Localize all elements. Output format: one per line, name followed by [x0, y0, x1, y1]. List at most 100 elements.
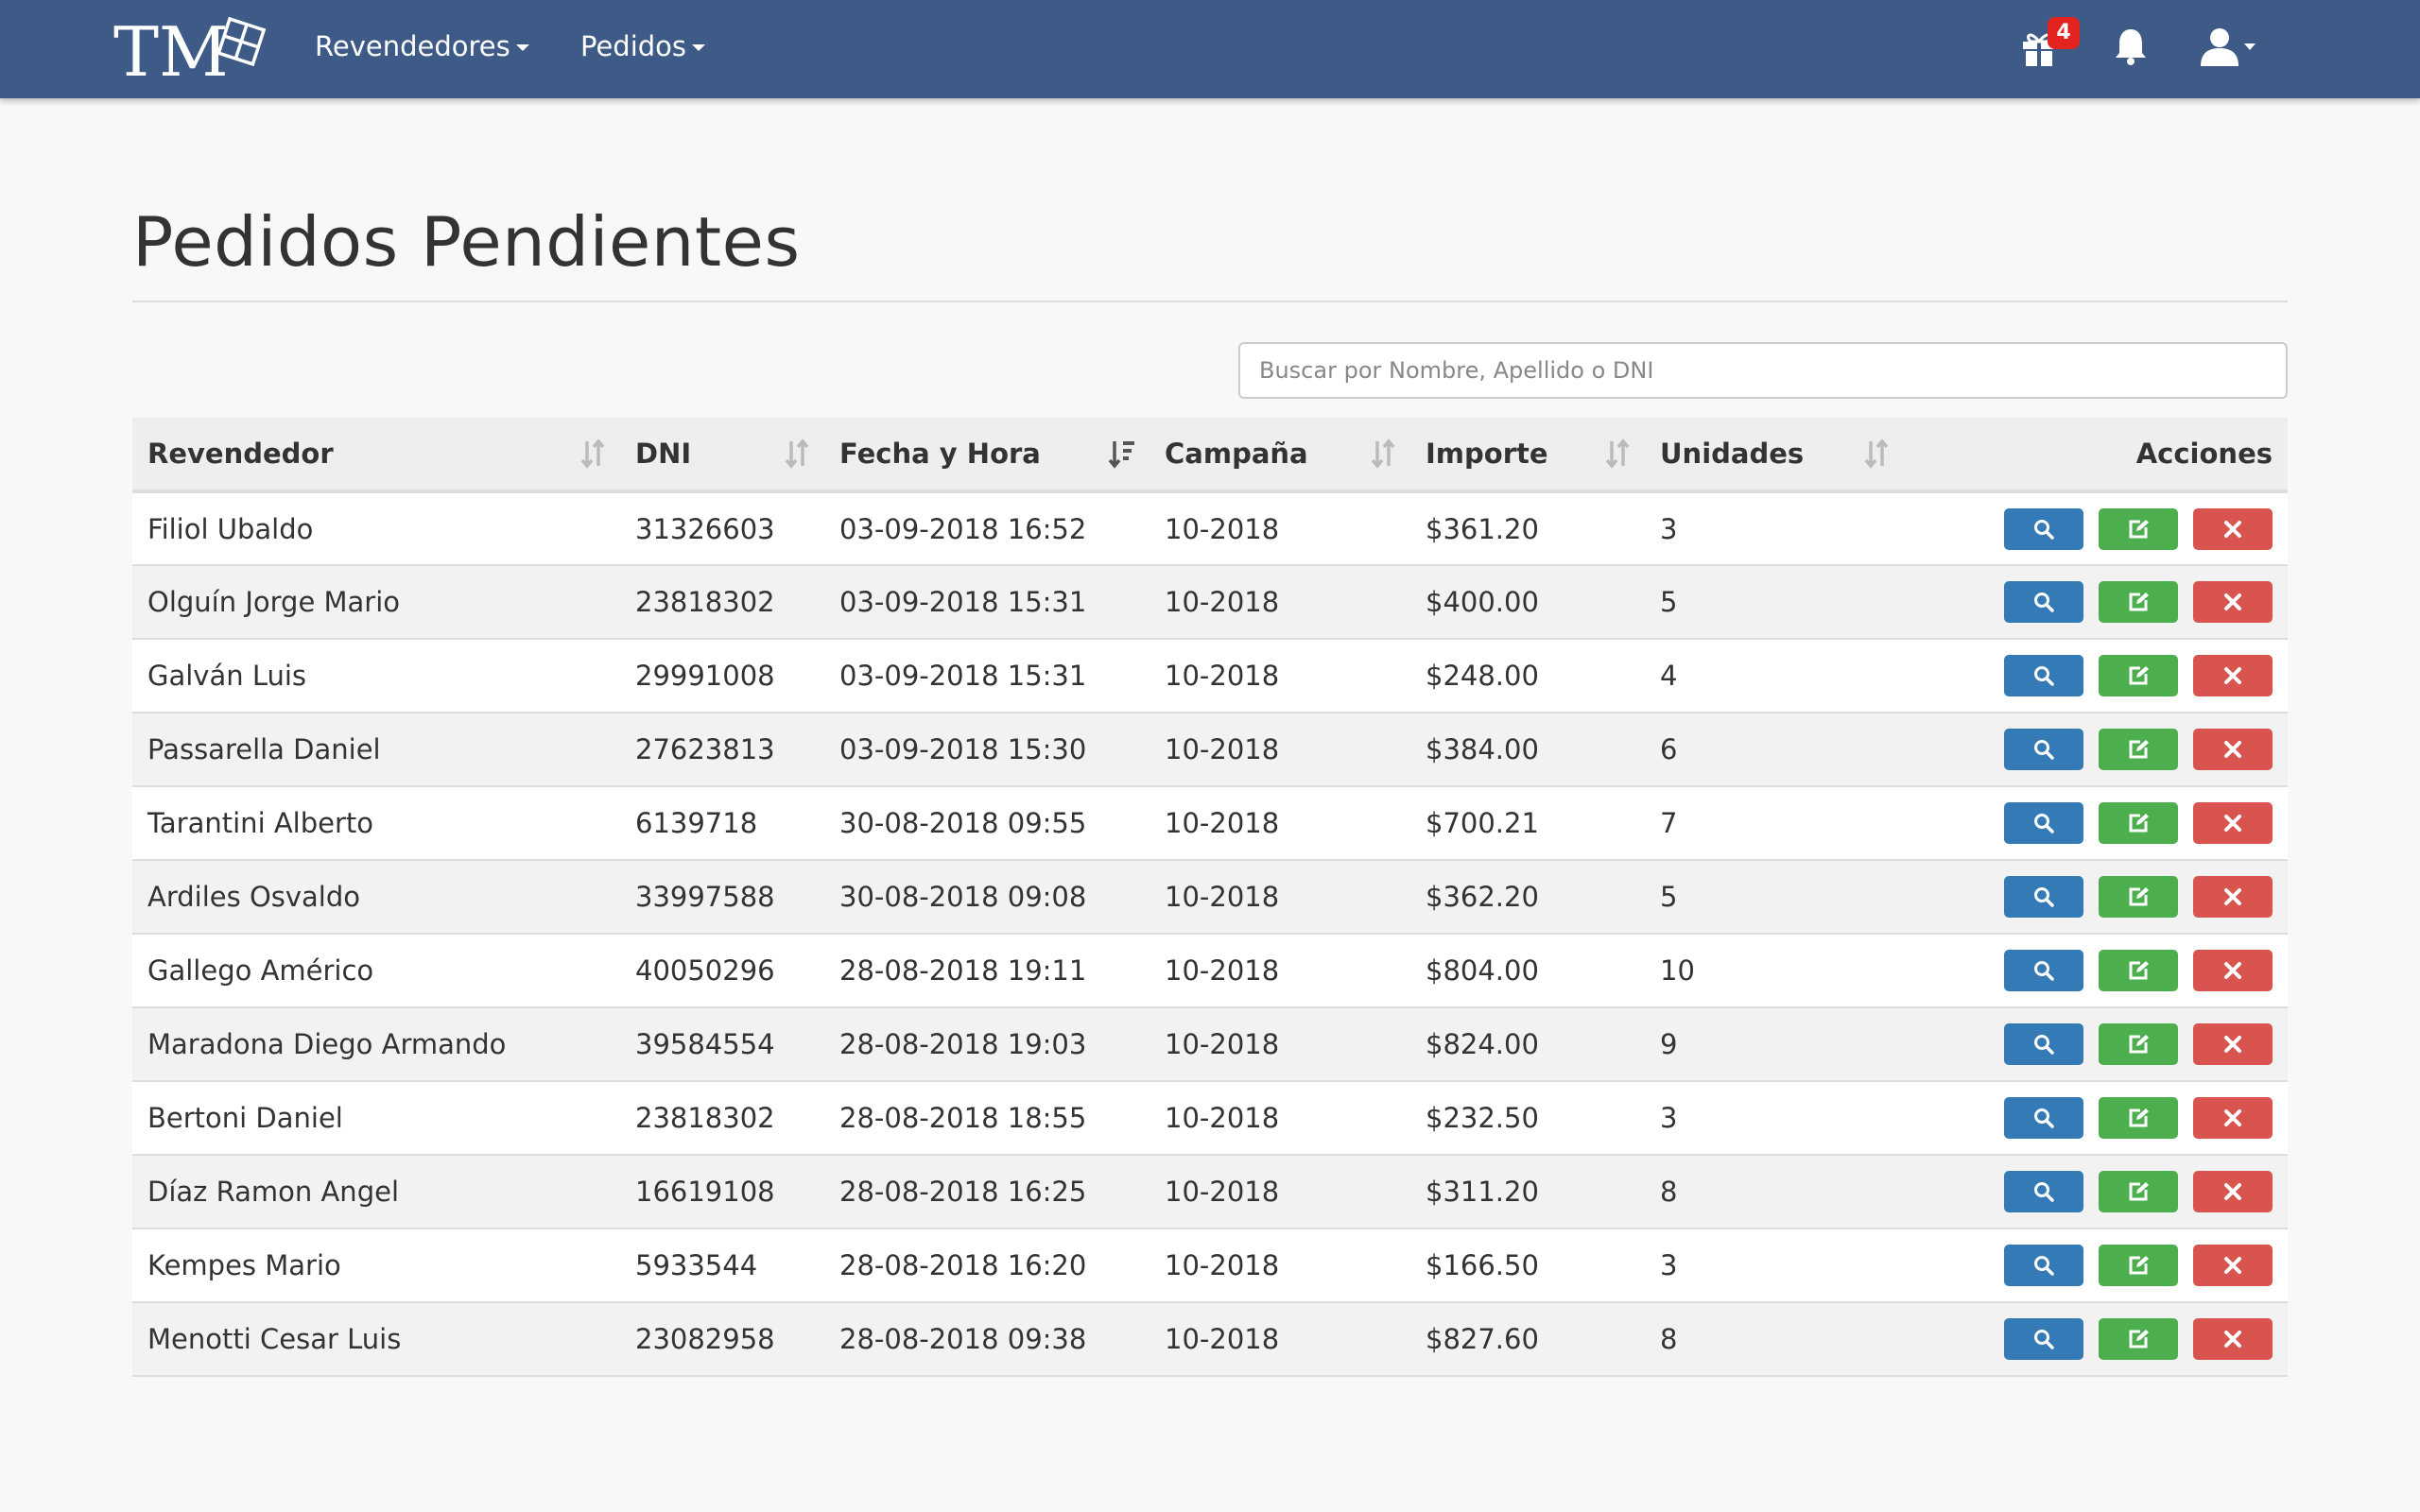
sort-icon[interactable] [1603, 438, 1632, 470]
view-order-button[interactable] [2004, 655, 2083, 696]
delete-order-button[interactable] [2193, 950, 2273, 991]
delete-order-button[interactable] [2193, 655, 2273, 696]
delete-order-button[interactable] [2193, 581, 2273, 623]
delete-order-button[interactable] [2193, 1318, 2273, 1360]
table-row: Filiol Ubaldo 31326603 03-09-2018 16:52 10-… [132, 491, 2288, 566]
cell-revendedor: Díaz Ramon Angel [132, 1155, 620, 1229]
edit-icon [2129, 887, 2149, 906]
edit-order-button[interactable] [2099, 876, 2178, 918]
view-order-button[interactable] [2004, 729, 2083, 770]
nav-menu-revendedores[interactable]: Revendedores [315, 30, 529, 62]
cell-fecha: 03-09-2018 15:31 [824, 639, 1150, 713]
search-icon [2034, 740, 2054, 760]
cell-campana: 10-2018 [1150, 860, 1410, 935]
edit-icon [2129, 961, 2149, 980]
cell-revendedor: Bertoni Daniel [132, 1081, 620, 1156]
view-order-button[interactable] [2004, 950, 2083, 991]
user-icon[interactable] [2201, 26, 2259, 66]
view-order-button[interactable] [2004, 507, 2083, 550]
view-order-button[interactable] [2004, 1023, 2083, 1065]
delete-order-button[interactable] [2193, 802, 2273, 844]
delete-order-button[interactable] [2193, 876, 2273, 918]
nav-menu-pedidos[interactable]: Pedidos [580, 30, 706, 62]
cell-fecha: 28-08-2018 19:11 [824, 934, 1150, 1008]
cell-importe: $311.20 [1410, 1155, 1645, 1229]
gift-badge: 4 [2048, 17, 2080, 49]
delete-order-button[interactable] [2193, 1245, 2273, 1286]
title-divider [132, 301, 2288, 302]
close-icon [2224, 1331, 2241, 1348]
cell-unidades: 6 [1645, 713, 1904, 787]
bell-icon[interactable] [2114, 26, 2148, 66]
view-order-button[interactable] [2004, 802, 2083, 844]
sort-icon[interactable] [1862, 438, 1891, 470]
delete-order-button[interactable] [2193, 1171, 2273, 1212]
cell-dni: 23818302 [620, 565, 824, 640]
edit-order-button[interactable] [2099, 1245, 2178, 1286]
view-order-button[interactable] [2004, 1245, 2083, 1286]
column-header-unidades[interactable]: Unidades [1645, 418, 1904, 493]
table-row: Kempes Mario 5933544 28-08-2018 16:20 10-20… [132, 1228, 2288, 1303]
view-order-button[interactable] [2004, 876, 2083, 918]
edit-icon [2129, 1330, 2149, 1349]
cell-importe: $400.00 [1410, 565, 1645, 640]
cell-fecha: 30-08-2018 09:08 [824, 860, 1150, 935]
view-order-button[interactable] [2004, 1171, 2083, 1212]
edit-icon [2129, 1108, 2149, 1127]
delete-order-button[interactable] [2193, 1097, 2273, 1139]
cell-campana: 10-2018 [1150, 1155, 1410, 1229]
close-icon [2224, 962, 2241, 979]
cell-campana: 10-2018 [1150, 1081, 1410, 1156]
cell-actions [1904, 639, 2288, 713]
close-icon [2224, 741, 2241, 758]
cell-dni: 27623813 [620, 713, 824, 787]
edit-order-button[interactable] [2099, 1171, 2178, 1212]
tm-logo[interactable]: TM [112, 13, 277, 85]
search-icon [2034, 1108, 2054, 1128]
column-header-fecha-hora[interactable]: Fecha y Hora [824, 418, 1150, 493]
cell-actions [1904, 565, 2288, 640]
sort-desc-icon[interactable] [1108, 438, 1136, 470]
column-header-dni[interactable]: DNI [620, 418, 824, 493]
edit-order-button[interactable] [2099, 950, 2178, 991]
cell-unidades: 9 [1645, 1007, 1904, 1082]
gift-icon[interactable] [2021, 28, 2057, 66]
search-icon [2034, 1035, 2054, 1055]
delete-order-button[interactable] [2193, 1023, 2273, 1065]
column-header-campana[interactable]: Campaña [1150, 418, 1410, 493]
edit-order-button[interactable] [2099, 1097, 2178, 1139]
search-icon [2034, 1256, 2054, 1276]
cell-importe: $384.00 [1410, 713, 1645, 787]
edit-order-button[interactable] [2099, 729, 2178, 770]
view-order-button[interactable] [2004, 581, 2083, 623]
cell-fecha: 03-09-2018 15:30 [824, 713, 1150, 787]
column-header-importe[interactable]: Importe [1410, 418, 1645, 493]
cell-campana: 10-2018 [1150, 565, 1410, 640]
edit-icon [2129, 519, 2149, 538]
close-icon [2224, 888, 2241, 905]
table-row: Bertoni Daniel 23818302 28-08-2018 18:55 10… [132, 1081, 2288, 1156]
sort-icon[interactable] [783, 438, 811, 470]
delete-order-button[interactable] [2193, 729, 2273, 770]
cell-dni: 5933544 [620, 1228, 824, 1303]
column-header-revendedor[interactable]: Revendedor [132, 418, 620, 493]
cell-campana: 10-2018 [1150, 491, 1410, 566]
sort-icon[interactable] [1369, 438, 1397, 470]
edit-order-button[interactable] [2099, 581, 2178, 623]
edit-order-button[interactable] [2099, 802, 2178, 844]
close-icon [2224, 593, 2241, 610]
cell-revendedor: Tarantini Alberto [132, 786, 620, 861]
cell-fecha: 30-08-2018 09:55 [824, 786, 1150, 861]
cell-revendedor: Gallego Américo [132, 934, 620, 1008]
close-icon [2224, 1257, 2241, 1274]
delete-order-button[interactable] [2193, 507, 2273, 550]
edit-order-button[interactable] [2099, 1023, 2178, 1065]
edit-order-button[interactable] [2099, 507, 2178, 550]
edit-order-button[interactable] [2099, 655, 2178, 696]
search-input[interactable] [1238, 342, 2288, 399]
sort-icon[interactable] [579, 438, 607, 470]
view-order-button[interactable] [2004, 1318, 2083, 1360]
view-order-button[interactable] [2004, 1097, 2083, 1139]
edit-order-button[interactable] [2099, 1318, 2178, 1360]
cell-unidades: 3 [1645, 491, 1904, 566]
